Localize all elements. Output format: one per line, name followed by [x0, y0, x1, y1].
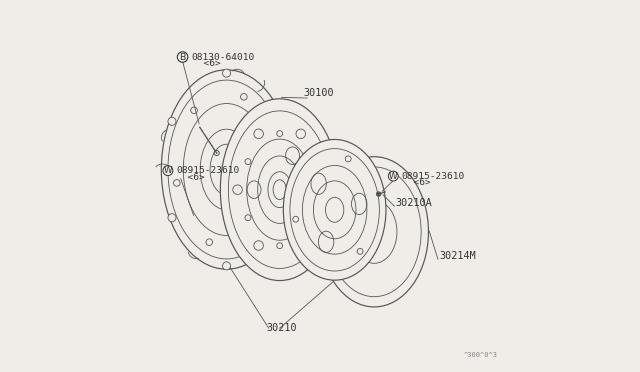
Text: 30210A: 30210A	[395, 198, 432, 208]
Text: 30210: 30210	[267, 323, 298, 333]
Ellipse shape	[220, 99, 339, 280]
Ellipse shape	[168, 117, 176, 125]
Ellipse shape	[376, 192, 381, 196]
Ellipse shape	[161, 70, 292, 269]
Text: 30214M: 30214M	[439, 251, 476, 261]
Ellipse shape	[277, 214, 285, 222]
Text: 30100: 30100	[303, 88, 334, 98]
Text: <6>: <6>	[192, 59, 221, 68]
Ellipse shape	[320, 157, 428, 307]
Text: 08915-23610: 08915-23610	[177, 166, 239, 175]
Text: W: W	[164, 166, 172, 175]
Text: 08915-23610: 08915-23610	[402, 171, 465, 181]
Ellipse shape	[223, 262, 230, 270]
Ellipse shape	[168, 214, 176, 222]
Ellipse shape	[284, 140, 386, 280]
Ellipse shape	[223, 69, 230, 77]
Ellipse shape	[277, 117, 285, 125]
Text: 08130-64010: 08130-64010	[192, 52, 255, 61]
Text: ^300^0^3: ^300^0^3	[464, 352, 498, 358]
Text: <6>: <6>	[402, 178, 431, 187]
Text: W: W	[389, 171, 397, 181]
Text: <6>: <6>	[177, 173, 205, 182]
Text: B: B	[179, 52, 186, 61]
